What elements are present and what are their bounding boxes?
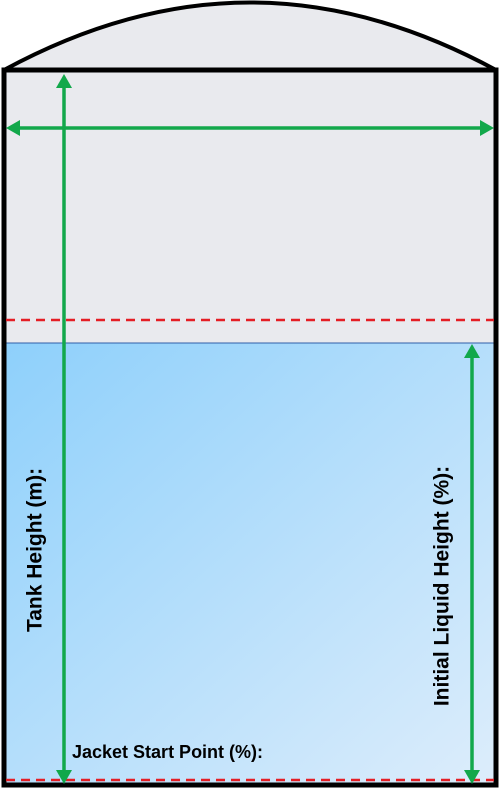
tank-height-label: Tank Height (m): — [24, 468, 47, 632]
liquid-region — [4, 343, 496, 785]
tank-dome — [2, 0, 498, 72]
initial-liquid-height-label: Initial Liquid Height (%): — [431, 466, 454, 706]
liquid-height-arrow — [464, 344, 480, 784]
tank-height-arrow — [56, 74, 72, 784]
jacket-start-point-label: Jacket Start Point (%): — [72, 742, 263, 762]
diameter-arrow — [6, 120, 494, 136]
tank-outline — [1, 67, 499, 788]
